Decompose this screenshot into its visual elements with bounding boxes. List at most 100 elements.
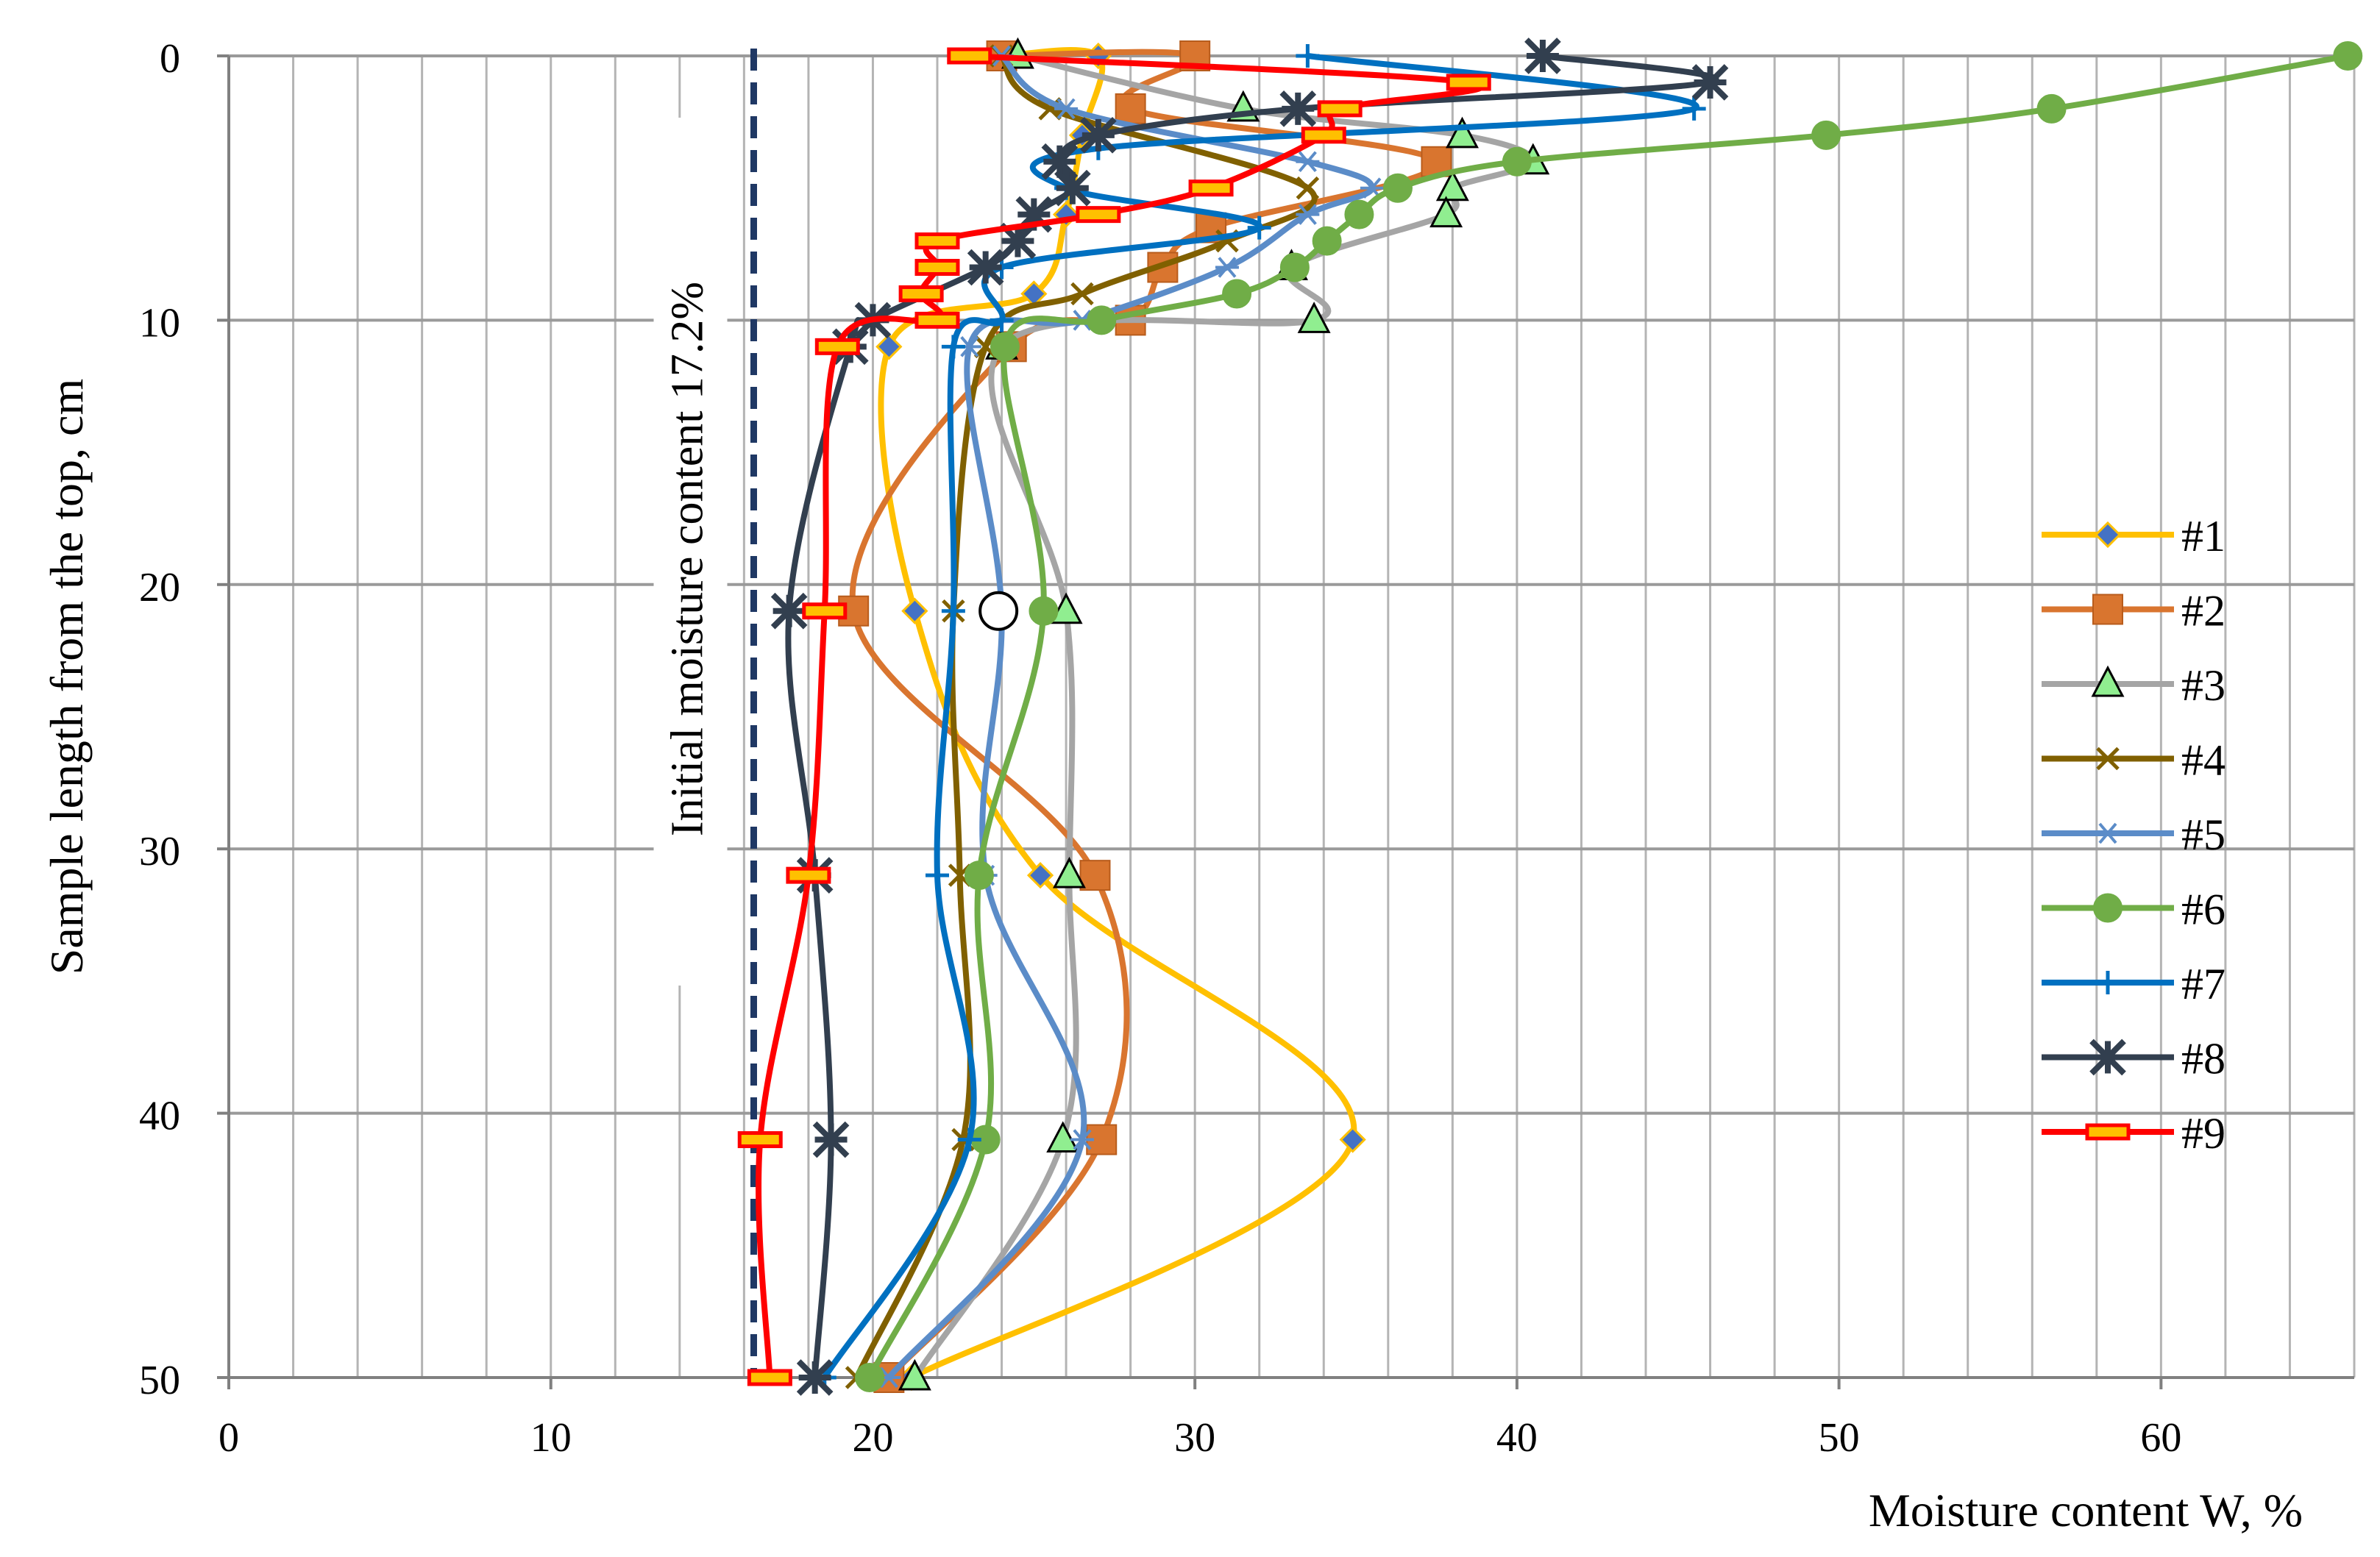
marker-shape <box>2092 594 2123 625</box>
legend: #1 #2 #3 #4 #5 #6 #7 #8 #9 <box>2042 512 2226 1158</box>
series-marker <box>2036 93 2067 124</box>
series-marker <box>1682 96 1706 121</box>
series-marker <box>1215 257 1239 278</box>
annotation-text: Initial moisture content 17.2% <box>663 282 713 836</box>
legend-label: #4 <box>2181 736 2226 785</box>
series-marker <box>747 1369 792 1386</box>
marker-shape <box>999 222 1037 260</box>
legend-label: #8 <box>2181 1035 2226 1083</box>
series-marker <box>2089 1038 2126 1076</box>
y-tick-label: 20 <box>139 565 180 610</box>
marker-shape <box>1049 592 1083 624</box>
marker-shape <box>2333 41 2363 71</box>
marker-shape <box>1524 38 1561 74</box>
series-marker <box>941 335 965 359</box>
series-marker <box>898 285 944 302</box>
series-marker <box>1502 146 1532 177</box>
marker-shape <box>990 308 1014 332</box>
marker-shape <box>1076 206 1121 224</box>
marker-shape <box>1339 1126 1366 1153</box>
marker-shape <box>914 259 960 277</box>
series-marker <box>1344 199 1374 229</box>
series-marker <box>999 222 1037 260</box>
marker-shape <box>1015 196 1053 233</box>
marker-shape <box>1079 860 1111 891</box>
series-marker <box>1046 1121 1080 1153</box>
series-marker <box>1296 151 1320 173</box>
series-marker <box>1247 215 1271 240</box>
marker-shape <box>1279 90 1317 127</box>
marker-shape <box>898 1358 931 1391</box>
series-marker <box>1222 279 1252 309</box>
marker-shape <box>747 1369 792 1386</box>
marker-shape <box>1247 215 1271 240</box>
marker-shape <box>1296 204 1320 225</box>
x-tick-label: 0 <box>219 1415 239 1461</box>
marker-shape <box>1054 98 1079 120</box>
series-marker <box>814 338 860 355</box>
series-6 <box>855 41 2363 1392</box>
marker-shape <box>875 333 903 360</box>
legend-label: #2 <box>2181 587 2226 635</box>
marker-shape <box>802 602 848 620</box>
annotation: Initial moisture content 17.2% <box>653 49 757 1378</box>
y-tick-label: 0 <box>160 36 180 82</box>
marker-shape <box>964 861 994 891</box>
series-7 <box>812 44 1706 1389</box>
series-marker <box>1435 169 1469 202</box>
marker-shape <box>1429 196 1463 228</box>
series-marker <box>1279 252 1310 282</box>
marker-shape <box>1312 226 1342 256</box>
x-tick-label: 30 <box>1174 1415 1215 1461</box>
series-marker <box>1115 93 1146 124</box>
series-marker <box>786 866 831 884</box>
marker-shape <box>796 1359 834 1396</box>
annotation-background <box>653 118 728 986</box>
marker-shape <box>1446 74 1491 91</box>
marker-shape <box>1029 596 1059 626</box>
legend-item: #4 <box>2042 736 2226 785</box>
x-tick-label: 20 <box>852 1415 893 1461</box>
legend-label: #3 <box>2181 661 2226 710</box>
marker-shape <box>1382 173 1413 203</box>
series-marker <box>1054 169 1091 207</box>
series-marker <box>941 599 965 623</box>
marker-shape <box>990 332 1020 362</box>
series-marker <box>770 592 808 630</box>
marker-shape <box>1054 169 1091 207</box>
series-marker <box>2093 893 2123 923</box>
marker-shape <box>1215 257 1239 278</box>
series-marker <box>1296 204 1320 225</box>
series-marker <box>947 47 992 65</box>
marker-shape <box>2096 971 2120 994</box>
series-marker <box>1087 305 1117 335</box>
series-marker <box>802 602 848 620</box>
marker-shape <box>1297 302 1331 333</box>
x-tick-label: 10 <box>530 1415 572 1461</box>
marker-shape <box>957 1127 981 1152</box>
series-marker <box>875 333 903 360</box>
marker-shape <box>914 232 960 250</box>
series-marker <box>1054 98 1079 120</box>
series-marker <box>967 249 1004 286</box>
series-group <box>737 37 2363 1396</box>
series-marker <box>1691 64 1729 101</box>
series-marker <box>2094 521 2122 549</box>
marker-shape <box>967 249 1004 286</box>
series-line <box>849 49 1441 1380</box>
series-marker <box>2085 1123 2131 1141</box>
marker-shape <box>1296 44 1320 68</box>
series-marker <box>898 1358 931 1391</box>
series-marker <box>1524 38 1561 74</box>
series-marker <box>1811 120 1841 150</box>
marker-shape <box>770 592 808 630</box>
x-axis-title: Moisture content W, % <box>1869 1484 2303 1536</box>
series-marker <box>964 861 994 891</box>
series-marker <box>1026 862 1054 889</box>
series-marker <box>1446 116 1479 149</box>
marker-shape <box>1344 199 1374 229</box>
marker-shape <box>1296 151 1320 173</box>
marker-shape <box>898 285 944 302</box>
series-marker <box>855 1363 885 1392</box>
